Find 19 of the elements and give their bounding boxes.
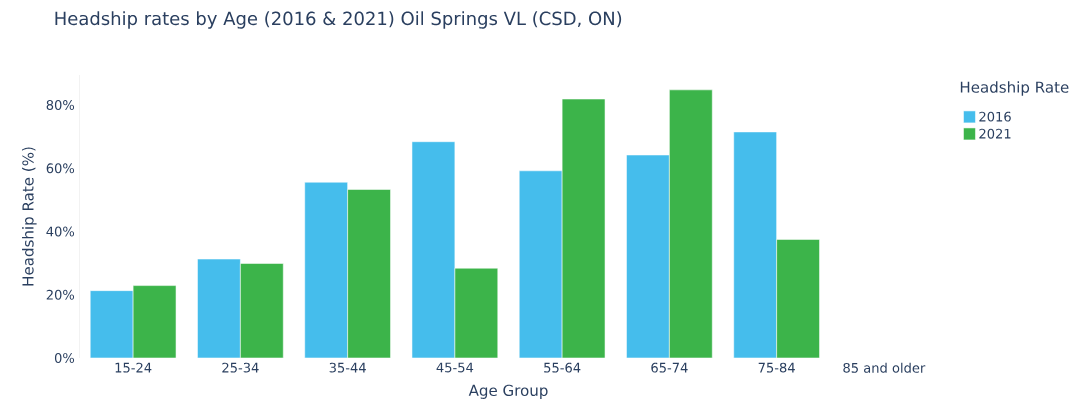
x-tick-label: 75-84 bbox=[758, 362, 795, 373]
y-tick-label: 60% bbox=[46, 163, 75, 174]
x-tick-label: 15-24 bbox=[115, 362, 152, 373]
x-tick-label: 25-34 bbox=[222, 362, 259, 373]
x-tick-label: 45-54 bbox=[436, 362, 474, 373]
chart-title: Headship rates by Age (2016 & 2021) Oil Springs VL (CSD, ON) bbox=[55, 11, 622, 29]
y-tick-label: 80% bbox=[46, 100, 75, 110]
y-tick-label: 20% bbox=[46, 289, 75, 300]
legend-title: Headship Rate bbox=[960, 81, 1069, 96]
y-tick-label: 0% bbox=[54, 353, 75, 363]
x-tick-label: 35-44 bbox=[329, 362, 366, 373]
legend-label: 2016 bbox=[979, 111, 1011, 122]
legend-label: 2021 bbox=[979, 128, 1011, 139]
x-tick-label: 65-74 bbox=[651, 362, 688, 373]
x-axis-title: Age Group bbox=[468, 384, 548, 399]
x-tick-label: 85 and older bbox=[843, 362, 926, 373]
y-axis-title: Headship Rate (%) bbox=[22, 147, 37, 286]
y-tick-label: 40% bbox=[46, 226, 75, 237]
x-tick-label: 55-64 bbox=[544, 362, 581, 373]
